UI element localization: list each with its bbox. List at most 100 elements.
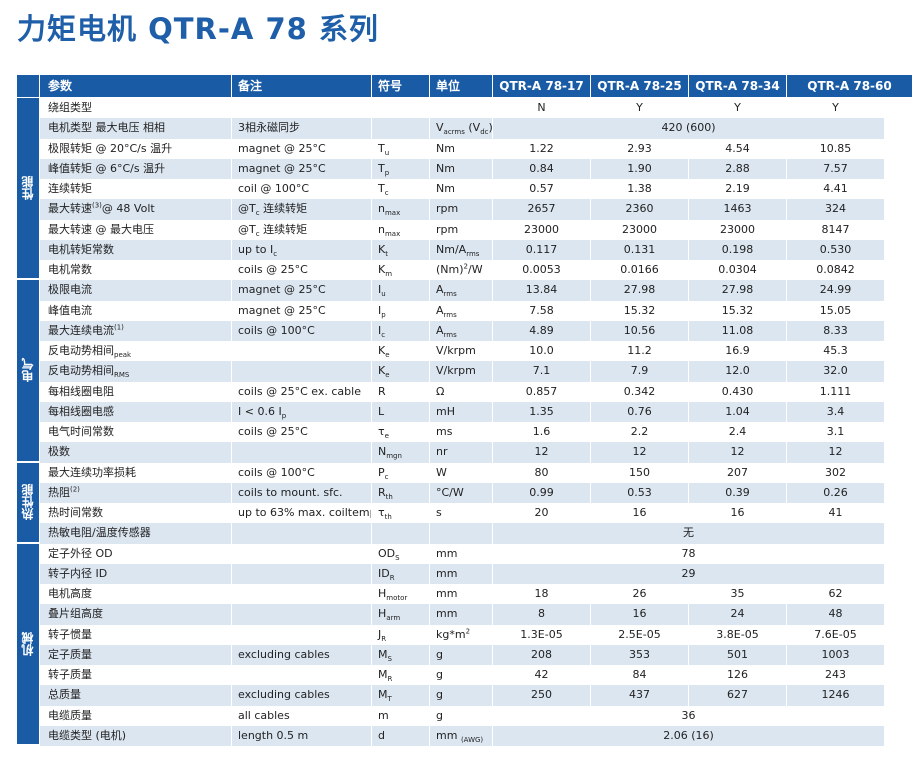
remark-cell — [232, 584, 372, 605]
table-row: 定子质量 excluding cables MS g 208 353 501 1003 — [40, 644, 885, 665]
header-cell: QTR-A 78-60 — [787, 75, 913, 97]
value-cell: 353 — [591, 644, 689, 665]
text-segment: I — [378, 323, 382, 337]
header-cell: 参数 — [40, 75, 232, 97]
symbol-cell: Ic — [372, 320, 430, 341]
unit-cell: ms — [430, 422, 493, 443]
table-row: 电气时间常数 coils @ 25°C τe ms 1.6 2.2 2.4 3.1 — [40, 422, 885, 443]
text-segment: τ — [378, 506, 385, 519]
text-segment: OD — [378, 546, 396, 560]
value-cell: 12.0 — [689, 361, 787, 382]
table-row: 每相线圈电阻 coils @ 25°C ex. cable R Ω 0.857 0.342… — [40, 381, 885, 402]
param-cell: 连续转矩 — [40, 179, 232, 200]
value-cell: 1246 — [787, 685, 885, 706]
value-cell: 10.85 — [787, 138, 885, 159]
text-segment: ) — [488, 121, 493, 135]
text-segment: T — [378, 141, 385, 155]
unit-cell: Ω — [430, 381, 493, 402]
value-cell: 0.76 — [591, 401, 689, 422]
table-row: 连续转矩 coil @ 100°C Tc Nm 0.57 1.38 2.19 4.41 — [40, 179, 885, 200]
param-cell: 极数 — [40, 442, 232, 463]
param-cell: 总质量 — [40, 685, 232, 706]
text-segment: A — [436, 283, 444, 297]
subscript: R — [381, 634, 387, 643]
header-cell: QTR-A 78-25 — [591, 75, 689, 97]
unit-cell — [430, 98, 493, 119]
remark-cell: coils to mount. sfc. — [232, 482, 372, 503]
group-text: 性能 — [21, 176, 35, 201]
header-cell: 符号 — [372, 75, 430, 97]
value-cell: 12 — [591, 442, 689, 463]
symbol-cell: JR — [372, 624, 430, 645]
unit-cell: V/krpm — [430, 341, 493, 362]
text-segment: H — [378, 587, 387, 600]
value-cell: 3.1 — [787, 422, 885, 443]
remark-cell: up to 63% max. coiltemp. — [232, 503, 372, 524]
symbol-cell: nmax — [372, 219, 430, 240]
param-cell: 电机类型 最大电压 相相 — [40, 118, 232, 139]
subscript: th — [385, 492, 393, 501]
remark-cell: @Tc 连续转矩 — [232, 199, 372, 220]
unit-cell: Nm — [430, 138, 493, 159]
value-cell: 0.99 — [493, 482, 591, 503]
subscript: rms — [443, 310, 457, 319]
table-row: 电机转矩常数 up to Ic Kt Nm/Arms 0.117 0.131 0.198 0.… — [40, 239, 885, 260]
symbol-cell: Hmotor — [372, 584, 430, 605]
value-cell: 0.0304 — [689, 260, 787, 281]
value-cell: 7.58 — [493, 300, 591, 321]
unit-cell: kg*m2 — [430, 624, 493, 645]
table-row: 反电动势相间RMS Ke V/krpm 7.1 7.9 12.0 32.0 — [40, 361, 885, 382]
table-row: 转子质量 MR g 42 84 126 243 — [40, 665, 885, 686]
value-cell: 62 — [787, 584, 885, 605]
subscript: acrms — [443, 128, 465, 137]
unit-cell: V/krpm — [430, 361, 493, 382]
value-cell: 302 — [787, 462, 885, 483]
remark-cell — [232, 341, 372, 362]
subscript: R — [389, 573, 395, 582]
value-cell: 29 — [493, 563, 885, 584]
symbol-cell: MS — [372, 644, 430, 665]
table-row: 总质量 excluding cables MT g 250 437 627 1246 — [40, 685, 885, 706]
remark-cell: coils @ 25°C — [232, 422, 372, 443]
header-cell: QTR-A 78-34 — [689, 75, 787, 97]
text-segment: H — [378, 607, 387, 621]
value-cell: 35 — [689, 584, 787, 605]
symbol-cell: Tp — [372, 158, 430, 179]
table-row: 电机常数 coils @ 25°C Km (Nm)2/W 0.0053 0.0166 0.0… — [40, 260, 885, 281]
subscript: dc — [480, 128, 489, 137]
unit-cell: nr — [430, 442, 493, 463]
value-cell: 3.4 — [787, 401, 885, 422]
value-cell: 4.41 — [787, 179, 885, 200]
value-cell: 84 — [591, 665, 689, 686]
table-row: 电缆质量 all cables m g 36 — [40, 705, 885, 726]
value-cell: 7.6E-05 — [787, 624, 885, 645]
unit-cell: g — [430, 705, 493, 726]
remark-cell: I < 0.6 Ip — [232, 401, 372, 422]
subscript: max — [384, 229, 401, 238]
param-cell: 峰值电流 — [40, 300, 232, 321]
remark-cell — [232, 523, 372, 544]
param-cell: 最大连续功率损耗 — [40, 462, 232, 483]
subscript: u — [384, 148, 390, 157]
value-cell: 1.38 — [591, 179, 689, 200]
value-cell: 2.4 — [689, 422, 787, 443]
remark-cell — [232, 98, 372, 119]
remark-cell — [232, 604, 372, 625]
remark-cell — [232, 442, 372, 463]
value-cell: 2.93 — [591, 138, 689, 159]
value-cell: 1.3E-05 — [493, 624, 591, 645]
remark-cell: length 0.5 m — [232, 725, 372, 746]
value-cell: 12 — [689, 442, 787, 463]
value-cell: 16.9 — [689, 341, 787, 362]
remark-cell: magnet @ 25°C — [232, 138, 372, 159]
subscript: S — [395, 553, 400, 562]
value-cell: 1.6 — [493, 422, 591, 443]
value-cell: 207 — [689, 462, 787, 483]
superscript: (2) — [70, 485, 80, 494]
remark-cell: coils @ 100°C — [232, 462, 372, 483]
remark-cell: coil @ 100°C — [232, 179, 372, 200]
unit-cell: Arms — [430, 300, 493, 321]
table-row: 峰值转矩 @ 6°C/s 温升 magnet @ 25°C Tp Nm 0.84 1.90… — [40, 158, 885, 179]
